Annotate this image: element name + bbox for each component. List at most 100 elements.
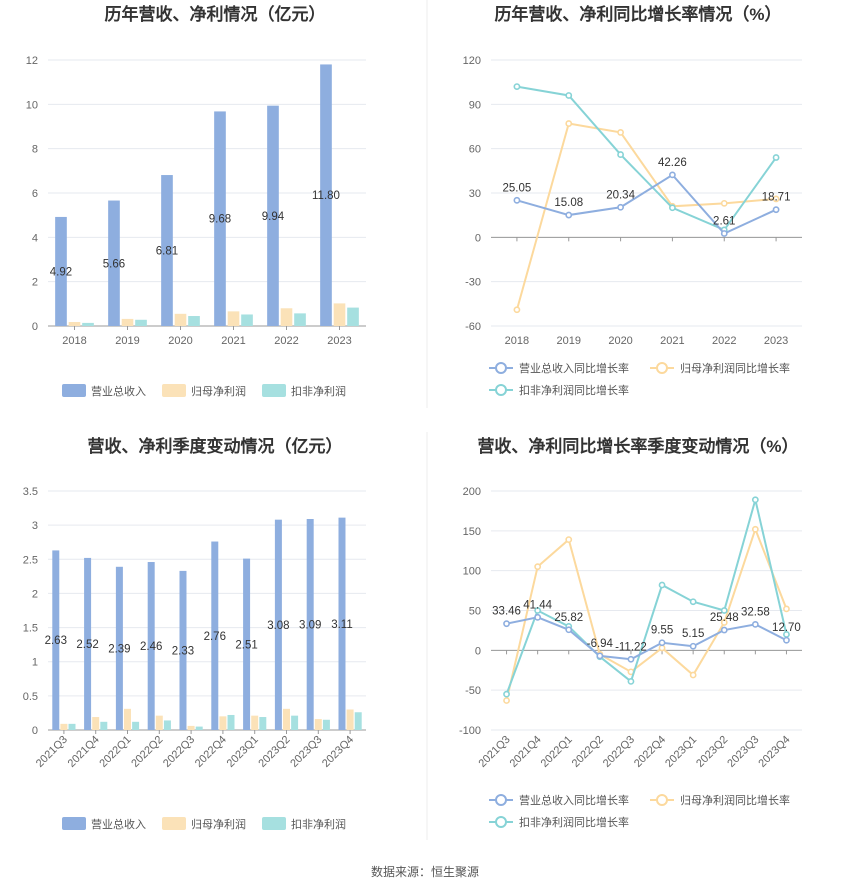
y-tick-label: -50 — [465, 685, 481, 697]
series-revenue-growth-point — [627, 655, 635, 663]
point-value-label: -11.22 — [615, 641, 647, 653]
series-revenue-growth-point — [720, 230, 728, 237]
legend-annual-bar[interactable]: 营业总收入 归母净利润 扣非净利润 — [62, 384, 346, 398]
series-deducted-growth-point — [617, 151, 624, 158]
y-tick-label: 100 — [463, 566, 481, 578]
x-tick-label: 2020 — [168, 335, 192, 347]
series-parent-growth-point — [534, 563, 542, 571]
x-tick-label: 2021 — [660, 335, 684, 347]
point-value-label: 20.34 — [606, 189, 635, 201]
chart-1: -60 -30 0 30 60 90 120 2018 2019 2020 2021 2022 2023… — [463, 55, 802, 347]
bar-revenue — [161, 175, 173, 326]
bar-revenue — [108, 200, 120, 326]
series-revenue-growth-point — [720, 626, 728, 634]
legend-label-parent: 归母净利润 — [191, 384, 246, 398]
y-tick-label: 0 — [32, 725, 38, 737]
y-tick-label: 0.5 — [23, 691, 38, 703]
bar-revenue — [338, 517, 346, 730]
series-revenue-growth-point — [772, 206, 780, 214]
legend-label-deducted: 扣非净利润 — [291, 817, 346, 831]
series-deducted-growth-point — [669, 204, 676, 212]
x-tick-label: 2021Q3 — [476, 734, 512, 770]
point-value-label: 18.71 — [762, 192, 791, 204]
bar-parent — [68, 322, 81, 326]
bar-parent — [60, 723, 68, 730]
y-tick-label: 50 — [469, 606, 481, 618]
series-revenue-growth-point — [503, 620, 510, 628]
series-parent-growth-line — [505, 526, 788, 701]
bar-revenue — [115, 566, 123, 730]
legend-quarter-growth[interactable]: 营业总收入同比增长率 归母净利润同比增长率 扣非净利润同比增长率 — [489, 793, 790, 829]
y-tick-label: 12 — [26, 55, 38, 67]
legend-label-revenue: 营业总收入 — [91, 384, 146, 398]
legend-marker-deducted — [495, 384, 507, 396]
y-tick-label: 4 — [32, 232, 38, 244]
bar-value-label: 2.33 — [172, 645, 194, 657]
legend-swatch-deducted — [262, 817, 286, 830]
bar-parent — [280, 308, 293, 326]
chart-title-annual-bar: 历年营收、净利情况（亿元） — [105, 4, 326, 24]
y-tick-label: 3 — [32, 520, 38, 532]
bar-deducted — [259, 717, 267, 730]
x-tick-label: 2022Q4 — [632, 734, 668, 770]
point-value-label: 25.48 — [710, 612, 739, 624]
bar-revenue — [52, 550, 60, 730]
point-value-label: 2.61 — [713, 215, 735, 227]
chart-title-annual-growth: 历年营收、净利同比增长率情况（%） — [494, 4, 781, 24]
y-tick-label: 30 — [469, 188, 481, 200]
series-revenue-growth-point — [689, 642, 697, 650]
series-revenue-growth-point — [669, 171, 676, 179]
bar-deducted — [100, 721, 108, 730]
y-tick-label: 1.5 — [23, 623, 38, 635]
point-value-label: 12.70 — [772, 622, 801, 634]
x-tick-label: 2023 — [327, 335, 351, 347]
x-tick-label: 2023 — [764, 335, 788, 347]
bar-parent — [124, 708, 131, 730]
x-tick-label: 2022Q2 — [570, 734, 606, 770]
legend-quarter-bar[interactable]: 营业总收入 归母净利润 扣非净利润 — [62, 817, 346, 831]
chart-3: -100-500501001502002021Q32021Q42022Q1202… — [459, 486, 802, 770]
series-revenue-growth-line — [516, 173, 777, 235]
bar-revenue — [147, 562, 155, 730]
bar-value-label: 9.68 — [209, 214, 231, 226]
legend-swatch-parent — [162, 384, 186, 397]
point-value-label: 42.26 — [658, 157, 687, 169]
series-parent-growth-point — [565, 120, 573, 127]
bar-deducted — [82, 322, 94, 326]
legend-label-revenue-growth: 营业总收入同比增长率 — [519, 361, 629, 375]
x-tick-label: 2021Q4 — [66, 734, 102, 770]
legend-annual-growth[interactable]: 营业总收入同比增长率 归母净利润同比增长率 扣非净利润同比增长率 — [489, 361, 790, 397]
series-revenue-growth-line — [506, 616, 787, 661]
series-parent-growth-point — [720, 619, 728, 626]
x-tick-label: 2019 — [115, 335, 139, 347]
x-tick-label: 2020 — [608, 335, 632, 347]
point-value-label: 25.05 — [503, 182, 532, 194]
y-tick-label: 10 — [26, 99, 38, 111]
series-revenue-growth-point — [596, 652, 604, 660]
bar-deducted — [188, 316, 200, 326]
bar-value-label: 2.52 — [76, 639, 98, 651]
series-parent-growth-point — [565, 536, 573, 543]
bar-revenue — [274, 519, 282, 730]
series-revenue-growth-point — [565, 626, 573, 634]
y-tick-label: 150 — [463, 526, 481, 538]
bar-deducted — [227, 714, 235, 730]
bar-parent — [283, 708, 290, 730]
chart-0: 0 2 4 6 8 10 12 2018 2019 2020 2021 2022 2023 4.92 5.6… — [26, 55, 366, 347]
bar-deducted — [322, 719, 330, 730]
bar-revenue — [55, 216, 67, 326]
y-tick-label: 1 — [32, 657, 38, 669]
x-tick-label: 2023Q4 — [320, 734, 356, 770]
legend-swatch-revenue — [62, 817, 86, 830]
bar-revenue — [84, 557, 92, 730]
x-tick-label: 2022Q4 — [193, 734, 229, 770]
y-tick-label: 90 — [469, 99, 481, 111]
legend-marker-revenue — [495, 794, 507, 806]
bar-parent — [92, 717, 100, 730]
legend-swatch-parent — [162, 817, 186, 830]
point-value-label: 32.58 — [741, 606, 770, 618]
series-deducted-growth-point — [658, 581, 666, 589]
x-tick-label: 2022 — [712, 335, 736, 347]
y-tick-label: 2.5 — [23, 554, 38, 566]
